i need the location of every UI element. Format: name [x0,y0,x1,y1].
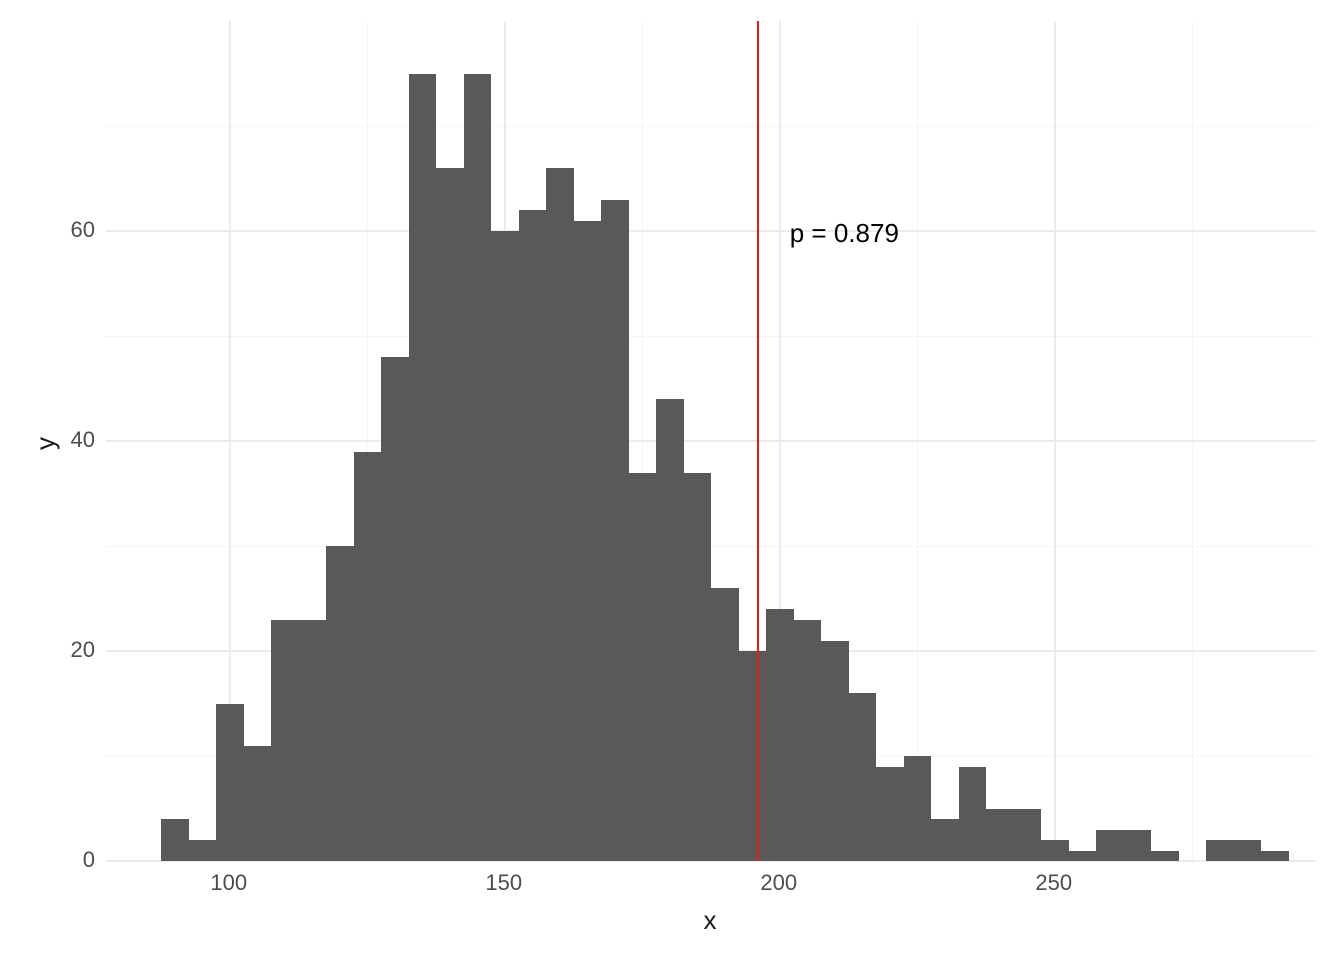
histogram-bar [1206,840,1234,861]
histogram-bar [821,641,849,862]
histogram-bar [216,704,244,862]
histogram-bar [711,588,739,861]
histogram-bar [354,452,382,862]
y-tick-label: 40 [35,427,95,453]
histogram-bar [1234,840,1262,861]
y-tick-label: 60 [35,217,95,243]
histogram-bar [1261,851,1289,862]
histogram-bar [986,809,1014,862]
histogram-bar [1096,830,1124,862]
histogram-bar [766,609,794,861]
histogram-bar [409,74,437,862]
histogram-chart: p = 0.879 y x 1001502002500204060 [0,0,1344,960]
p-value-annotation: p = 0.879 [790,218,899,249]
y-tick-label: 20 [35,637,95,663]
x-tick-label: 150 [474,870,534,896]
histogram-bar [326,546,354,861]
histogram-bar [1041,840,1069,861]
histogram-bar [931,819,959,861]
y-tick-label: 0 [35,847,95,873]
histogram-bar [436,168,464,861]
histogram-bar [876,767,904,862]
histogram-bar [629,473,657,862]
histogram-bar [244,746,272,862]
x-tick-label: 250 [1024,870,1084,896]
histogram-bar [739,651,767,861]
plot-panel: p = 0.879 [105,20,1317,862]
histogram-bar [574,221,602,862]
histogram-bar [794,620,822,862]
histogram-bar [959,767,987,862]
histogram-bar [271,620,299,862]
histogram-bar [1151,851,1179,862]
reference-vline [757,21,759,861]
histogram-bar [464,74,492,862]
histogram-bar [519,210,547,861]
histogram-bar [904,756,932,861]
histogram-bar [299,620,327,862]
histogram-bar [601,200,629,862]
histogram-bar [1014,809,1042,862]
histogram-bar [1069,851,1097,862]
histogram-bar [849,693,877,861]
histogram-bar [491,231,519,861]
histogram-bar [546,168,574,861]
histogram-bar [684,473,712,862]
histogram-bar [189,840,217,861]
histogram-bar [656,399,684,861]
histogram-bar [381,357,409,861]
histogram-bar [161,819,189,861]
x-axis-title: x [105,905,1315,936]
x-tick-label: 200 [749,870,809,896]
x-tick-label: 100 [199,870,259,896]
histogram-bar [1124,830,1152,862]
